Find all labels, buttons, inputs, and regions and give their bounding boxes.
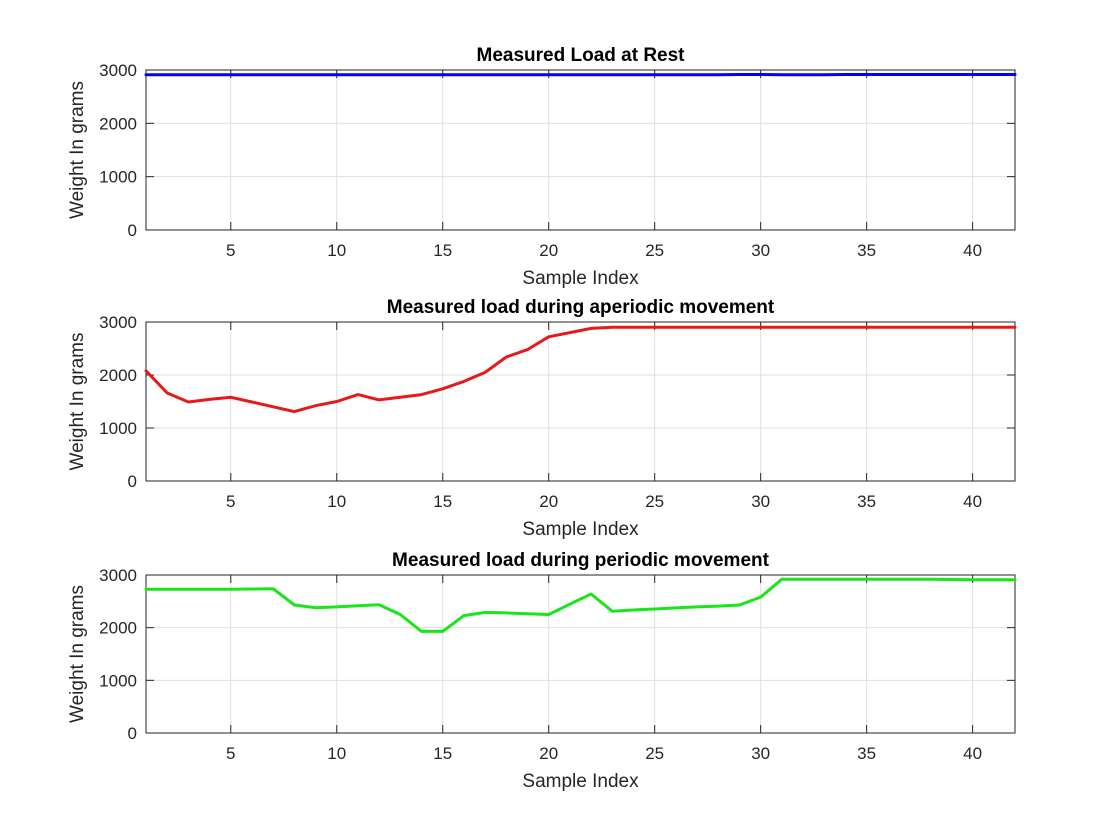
y-tick-label: 1000 — [99, 168, 137, 187]
x-axis-label: Sample Index — [522, 771, 639, 792]
chart-panel-1: 5 10 15 20 25 30 35 40 0 1000 2000 3000 Measured Loa… — [67, 45, 1017, 289]
x-tick-label: 20 — [539, 492, 558, 511]
x-tick-label: 5 — [226, 241, 235, 260]
axes-frame — [145, 574, 1016, 734]
y-tick-label: 0 — [128, 221, 137, 240]
y-tick-label: 0 — [128, 472, 137, 491]
chart-title: Measured load during aperiodic movement — [387, 297, 775, 318]
x-tick-label: 25 — [645, 241, 664, 260]
x-tick-label: 35 — [857, 744, 876, 763]
x-tick-label: 40 — [963, 744, 982, 763]
y-axis-label: Weight In grams — [67, 81, 88, 219]
y-tick-label: 0 — [128, 724, 137, 743]
x-tick-label: 10 — [327, 492, 346, 511]
x-tick-label: 5 — [226, 744, 235, 763]
chart-panel-2: 5 10 15 20 25 30 35 40 0 1000 2000 3000 Measured loa… — [67, 297, 1017, 540]
y-axis-label: Weight In grams — [67, 333, 88, 471]
x-tick-label: 15 — [433, 492, 452, 511]
x-tick-label: 15 — [433, 241, 452, 260]
x-tick-label: 10 — [327, 744, 346, 763]
chart-title: Measured Load at Rest — [477, 45, 686, 66]
x-tick-label: 40 — [963, 492, 982, 511]
axes-frame — [145, 69, 1016, 231]
y-tick-label: 1000 — [99, 671, 137, 690]
series-line — [144, 325, 1017, 414]
y-tick-label: 2000 — [99, 366, 137, 385]
x-tick-label: 20 — [539, 744, 558, 763]
x-tick-label: 10 — [327, 241, 346, 260]
chart-panel-3: 5 10 15 20 25 30 35 40 0 1000 2000 3000 Measured loa… — [67, 550, 1017, 792]
x-axis-label: Sample Index — [522, 268, 639, 289]
x-tick-label: 25 — [645, 492, 664, 511]
x-tick-label: 20 — [539, 241, 558, 260]
x-axis-label: Sample Index — [522, 519, 639, 540]
y-tick-label: 1000 — [99, 419, 137, 438]
y-tick-label: 3000 — [99, 313, 137, 332]
x-tick-label: 35 — [857, 492, 876, 511]
x-tick-label: 25 — [645, 744, 664, 763]
x-tick-label: 30 — [751, 492, 770, 511]
y-tick-label: 2000 — [99, 114, 137, 133]
y-axis-label: Weight In grams — [67, 585, 88, 723]
axes-frame — [145, 321, 1016, 482]
x-tick-label: 5 — [226, 492, 235, 511]
y-tick-label: 3000 — [99, 61, 137, 80]
x-tick-label: 40 — [963, 241, 982, 260]
series-line — [144, 577, 1017, 633]
y-tick-label: 2000 — [99, 619, 137, 638]
x-tick-label: 15 — [433, 744, 452, 763]
chart-title: Measured load during periodic movement — [392, 550, 770, 571]
x-tick-label: 30 — [751, 744, 770, 763]
x-tick-label: 30 — [751, 241, 770, 260]
x-tick-label: 35 — [857, 241, 876, 260]
y-tick-label: 3000 — [99, 566, 137, 585]
